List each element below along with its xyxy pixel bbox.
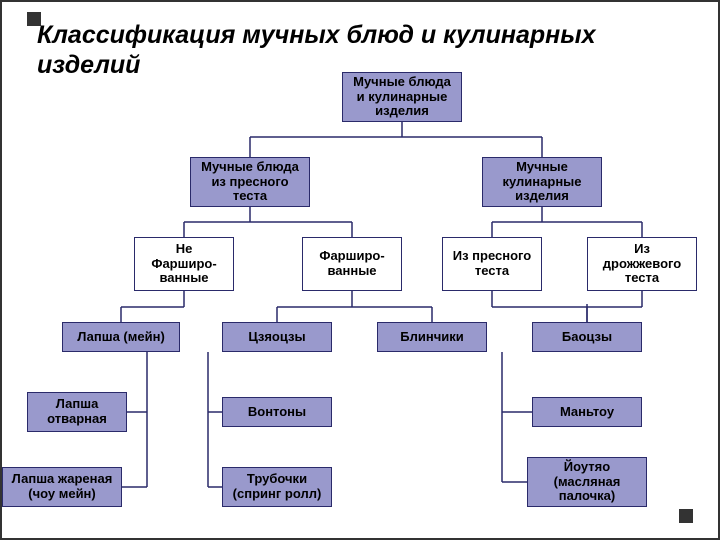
page-title: Классификация мучных блюд и кулинарных и… — [37, 20, 687, 80]
node-baozi: Баоцзы — [532, 322, 642, 352]
node-root: Мучные блюдаи кулинарныеизделия — [342, 72, 462, 122]
node-presno: Из пресноготеста — [442, 237, 542, 291]
node-l2b: Мучныекулинарныеизделия — [482, 157, 602, 207]
node-spring: Трубочки(спринг ролл) — [222, 467, 332, 507]
node-blin: Блинчики — [377, 322, 487, 352]
corner-marker-bottom — [679, 509, 693, 523]
node-wonton: Вонтоны — [222, 397, 332, 427]
node-nfarsh: НеФарширо-ванные — [134, 237, 234, 291]
node-l2a: Мучные блюдаиз пресноготеста — [190, 157, 310, 207]
node-farsh: Фарширо-ванные — [302, 237, 402, 291]
node-youtiao: Йоутяо(маслянаяпалочка) — [527, 457, 647, 507]
node-jiaozi: Цзяоцзы — [222, 322, 332, 352]
node-otvar: Лапшаотварная — [27, 392, 127, 432]
node-mantou: Маньтоу — [532, 397, 642, 427]
node-zhar: Лапша жареная(чоу мейн) — [2, 467, 122, 507]
node-lapsha: Лапша (мейн) — [62, 322, 180, 352]
node-drozh: Издрожжевоготеста — [587, 237, 697, 291]
